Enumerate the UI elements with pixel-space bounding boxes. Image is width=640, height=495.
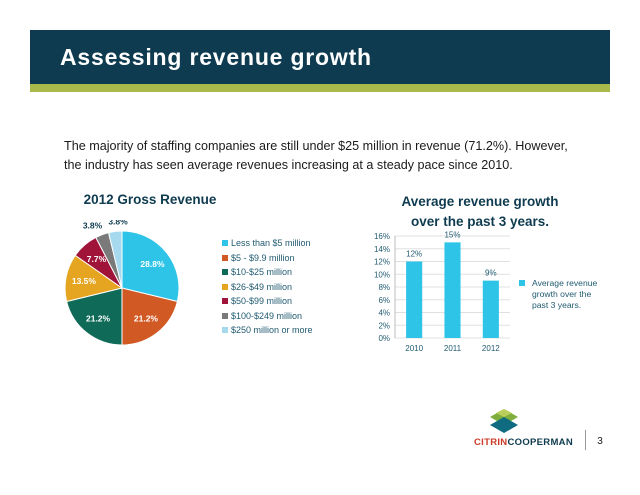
legend-label: $5 - $9.9 million: [231, 252, 295, 263]
legend-label: $10-$25 million: [231, 267, 293, 278]
bar-legend-swatch: [519, 280, 525, 286]
logo-mark-icon: [490, 409, 518, 433]
page-number: 3: [597, 436, 603, 447]
y-tick-label: 12%: [374, 258, 390, 267]
y-tick-label: 8%: [378, 283, 390, 292]
title-accent-bar: [30, 84, 610, 92]
pie-chart: 28.8% 21.2% 21.2% 13.5% 7.7% 3.8% 3.8%: [64, 220, 180, 346]
x-tick-label: 2011: [444, 344, 462, 353]
pie-data-label: 3.8%: [108, 220, 128, 226]
legend-label: $250 million or more: [231, 325, 313, 336]
legend-label: $26-$49 million: [231, 281, 293, 292]
pie-legend-item: $100-$249 million: [222, 309, 313, 324]
pie-slice: [107, 230, 123, 289]
pie-data-label: 28.8%: [140, 259, 165, 269]
y-tick-label: 16%: [374, 232, 390, 241]
legend-label: Less than $5 million: [231, 238, 311, 249]
bar-chart: 0% 2% 4% 6% 8% 10% 12% 14% 16% 12% 2010 15% 2011 9% 20…: [374, 230, 510, 353]
bar-chart-title: Average revenue growth over the past 3 y…: [390, 192, 570, 232]
pie-legend-item: $250 million or more: [222, 323, 313, 338]
logo-text-citrin: CITRIN: [474, 437, 508, 448]
bar-data-label: 12%: [406, 250, 422, 259]
pie-legend: Less than $5 million $5 - $9.9 million $10…: [222, 236, 313, 338]
bar-data-label: 15%: [444, 230, 460, 239]
pie-data-label: 13.5%: [72, 276, 97, 286]
legend-swatch: [222, 312, 228, 319]
x-tick-label: 2010: [405, 344, 423, 353]
bar-legend: Average revenue growth over the past 3 y…: [519, 278, 599, 311]
pie-legend-item: $50-$99 million: [222, 294, 313, 309]
pie-data-label: 7.7%: [87, 254, 107, 264]
page-divider: [585, 430, 586, 450]
pie-slice: [121, 287, 178, 346]
y-tick-label: 4%: [378, 309, 390, 318]
pie-slice: [121, 230, 180, 303]
y-tick-label: 2%: [378, 321, 390, 330]
bar-data-label: 9%: [485, 269, 497, 278]
bar-chart-title-text: Average revenue growth over the past 3 y…: [401, 194, 559, 229]
logo-text: CITRINCOOPERMAN: [474, 437, 584, 448]
y-tick-label: 10%: [374, 270, 390, 279]
legend-swatch: [222, 254, 228, 261]
title-bar: Assessing revenue growth: [30, 30, 610, 84]
legend-swatch: [222, 269, 228, 276]
bar-legend-label: Average revenue growth over the past 3 y…: [532, 278, 598, 310]
y-tick-label: 0%: [378, 334, 390, 343]
legend-swatch: [222, 298, 228, 305]
legend-label: $50-$99 million: [231, 296, 293, 307]
legend-swatch: [222, 240, 228, 247]
pie-legend-item: $5 - $9.9 million: [222, 251, 313, 266]
company-logo: CITRINCOOPERMAN: [474, 407, 584, 453]
legend-swatch: [222, 327, 228, 334]
pie-data-label: 21.2%: [134, 313, 159, 323]
bar: [406, 261, 423, 338]
bar: [482, 280, 499, 338]
legend-swatch: [222, 283, 228, 290]
y-tick-label: 14%: [374, 245, 390, 254]
pie-chart-title: 2012 Gross Revenue: [83, 192, 217, 207]
slide-title: Assessing revenue growth: [60, 44, 372, 70]
pie-legend-item: Less than $5 million: [222, 236, 313, 251]
legend-label: $100-$249 million: [231, 310, 303, 321]
intro-text: The majority of staffing companies are s…: [64, 138, 568, 172]
x-tick-label: 2012: [482, 344, 500, 353]
logo-text-cooperman: COOPERMAN: [507, 437, 573, 448]
y-tick-label: 6%: [378, 296, 390, 305]
pie-data-label: 21.2%: [86, 313, 111, 323]
pie-legend-item: $26-$49 million: [222, 280, 313, 295]
pie-data-label: 3.8%: [83, 220, 103, 230]
bar: [444, 242, 461, 338]
pie-legend-item: $10-$25 million: [222, 265, 313, 280]
pie-slice: [66, 287, 123, 346]
